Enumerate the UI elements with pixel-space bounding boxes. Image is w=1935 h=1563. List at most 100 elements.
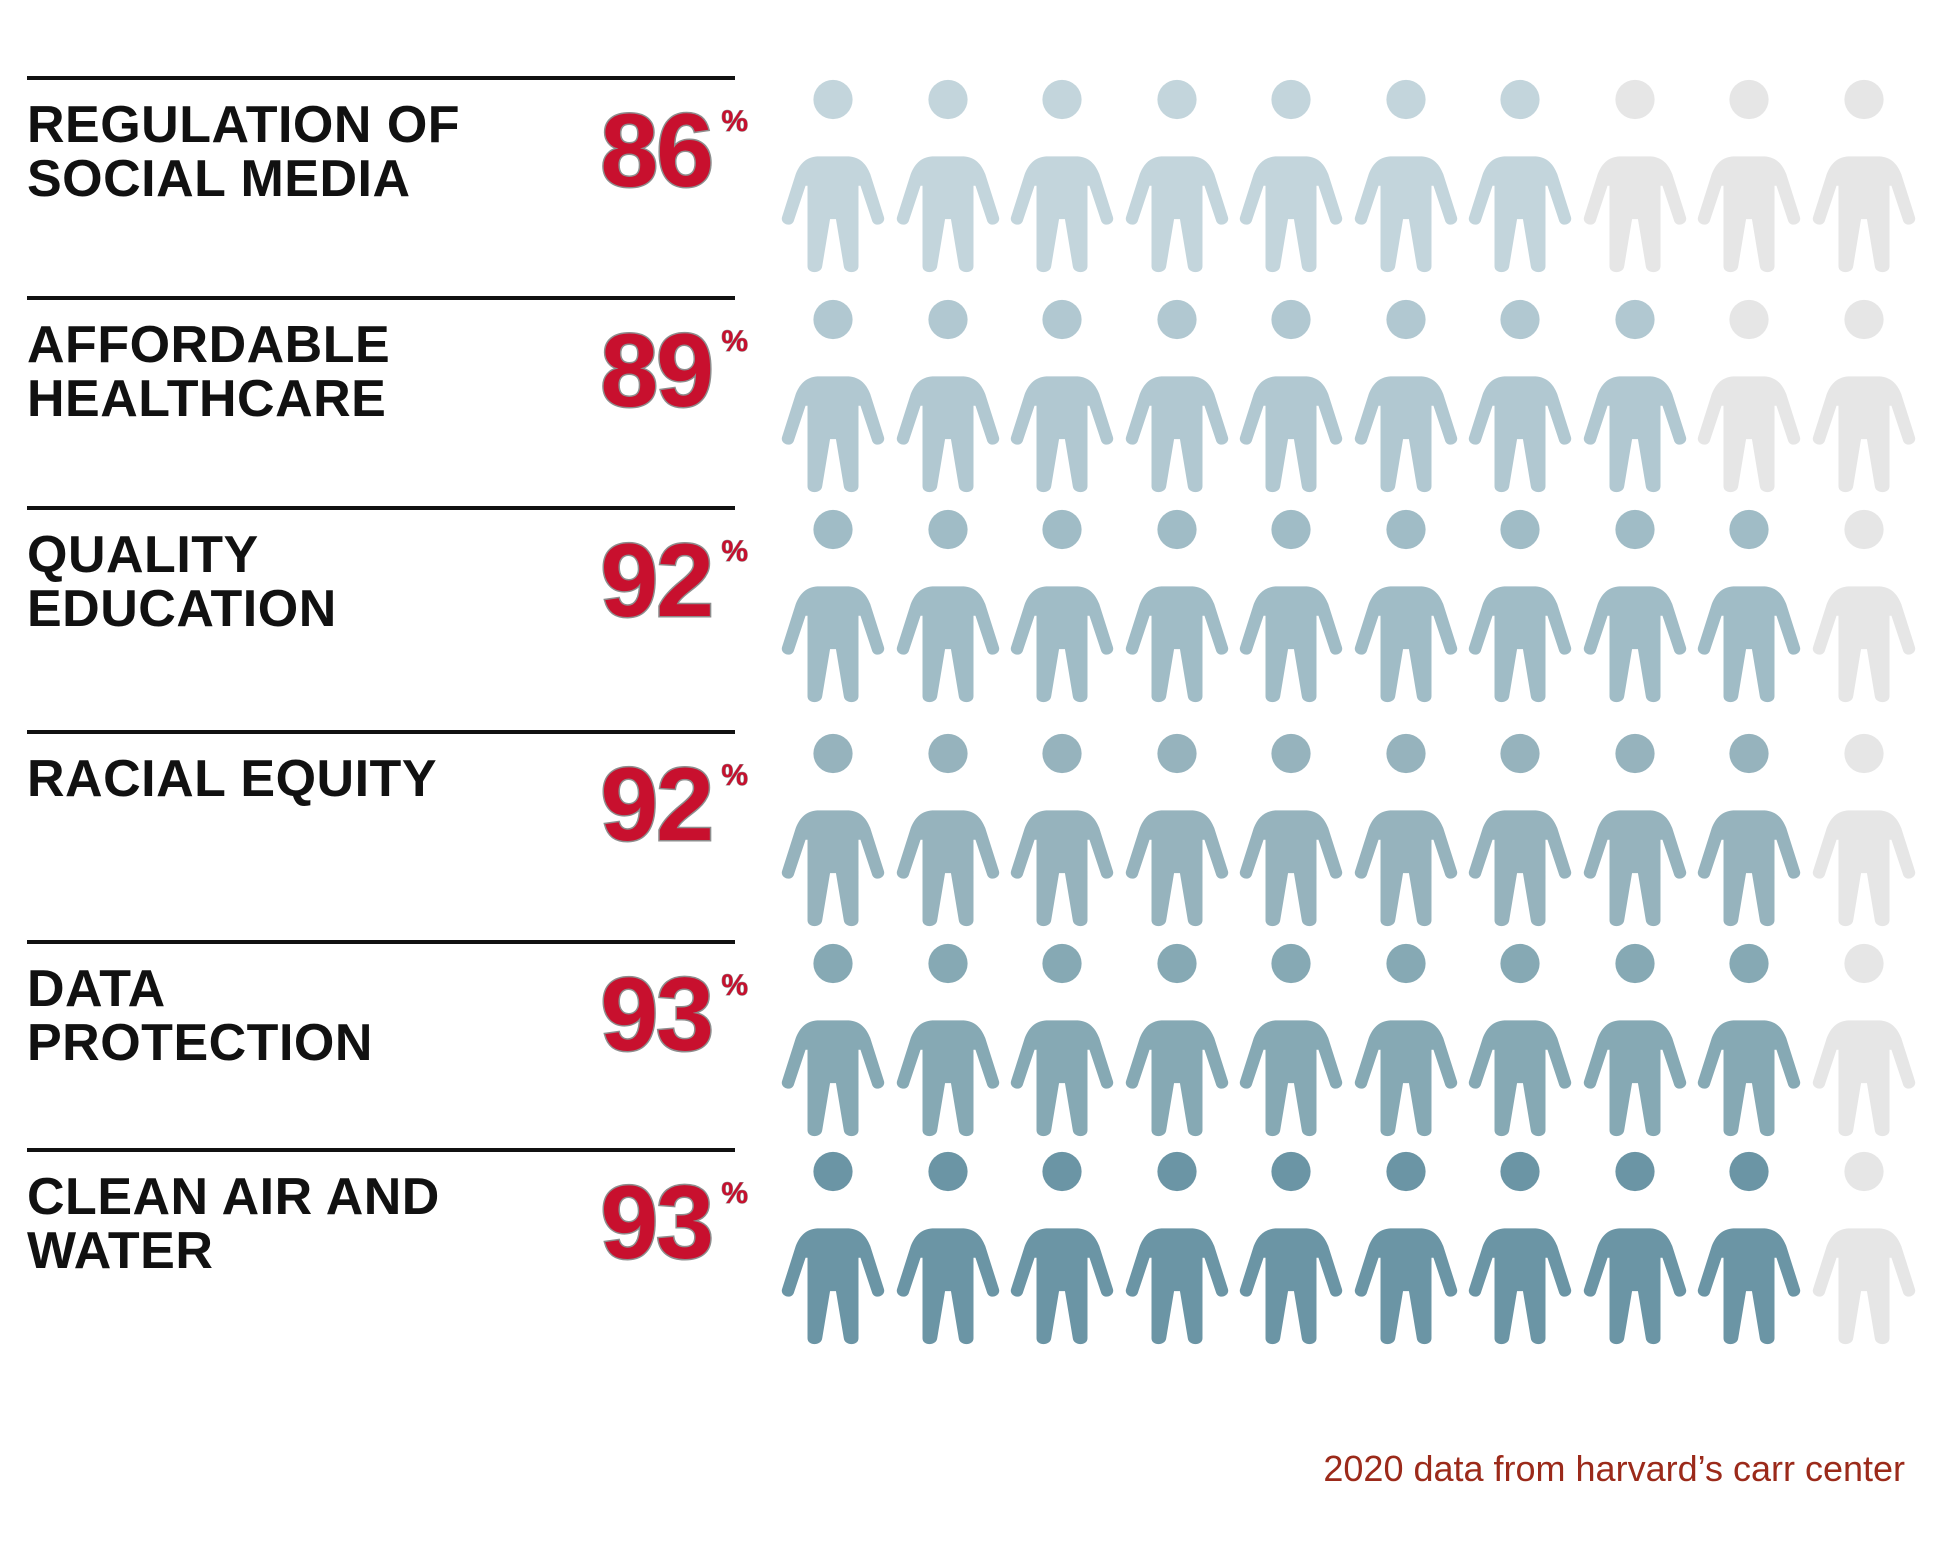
category-row: REGULATION OF SOCIAL MEDIA 86% — [0, 76, 1935, 276]
person-head — [1843, 79, 1884, 120]
person-body — [1354, 810, 1457, 927]
person-head — [1843, 943, 1884, 984]
category-label: REGULATION OF SOCIAL MEDIA — [27, 98, 547, 206]
person-body — [1239, 586, 1343, 703]
row-divider — [27, 506, 735, 510]
person-body — [1010, 810, 1114, 927]
person-head — [1271, 733, 1311, 774]
category-label: CLEAN AIR AND WATER — [27, 1170, 547, 1278]
person-body — [1583, 376, 1686, 493]
person-body — [1239, 810, 1343, 927]
person-icon-filled — [896, 943, 999, 1137]
person-head — [1271, 943, 1311, 984]
person-icon-filled — [1697, 1151, 1801, 1345]
person-body — [1697, 586, 1801, 703]
person-icon-filled — [1125, 509, 1228, 703]
person-head — [1042, 79, 1082, 120]
person-head — [1042, 1151, 1082, 1192]
person-icon-filled — [1354, 943, 1457, 1137]
person-head — [1729, 299, 1769, 340]
person-body — [1583, 1020, 1686, 1137]
category-row: QUALITY EDUCATION 92% — [0, 506, 1935, 706]
person-head — [927, 509, 968, 550]
person-body — [1010, 376, 1114, 493]
person-head — [1042, 733, 1082, 774]
person-icon-filled — [1010, 509, 1114, 703]
person-head — [1042, 509, 1082, 550]
category-label: RACIAL EQUITY — [27, 752, 547, 806]
person-head — [1156, 299, 1197, 340]
person-icon-filled — [1468, 299, 1572, 493]
person-head — [1843, 733, 1884, 774]
person-body — [1468, 156, 1572, 273]
person-body — [1697, 810, 1801, 927]
person-body — [1239, 156, 1343, 273]
person-head — [1500, 943, 1540, 984]
person-body — [1583, 586, 1686, 703]
person-icon-row — [778, 940, 1928, 1140]
person-body — [1468, 586, 1572, 703]
person-head — [813, 79, 853, 120]
person-icon-filled — [1468, 733, 1572, 927]
person-icon-filled — [1010, 299, 1114, 493]
person-icon-filled — [781, 943, 885, 1137]
person-body — [1125, 810, 1228, 927]
person-body — [1697, 376, 1801, 493]
category-label-line: HEALTHCARE — [27, 370, 387, 428]
person-head — [1156, 1151, 1197, 1192]
category-label-line: DATA — [27, 960, 166, 1018]
person-head — [1042, 943, 1082, 984]
person-body — [781, 1228, 885, 1345]
person-icon-filled — [1125, 943, 1228, 1137]
person-head — [813, 943, 853, 984]
person-head — [1614, 943, 1655, 984]
person-head — [813, 1151, 853, 1192]
percentage-number: 86 — [599, 93, 716, 209]
person-body — [781, 1020, 885, 1137]
percent-symbol: % — [721, 325, 749, 358]
person-body — [1583, 156, 1686, 273]
person-head — [927, 79, 968, 120]
person-icon-filled — [781, 1151, 885, 1345]
person-icon-filled — [1125, 1151, 1228, 1345]
person-body — [781, 586, 885, 703]
person-body — [896, 1020, 999, 1137]
person-head — [1385, 79, 1426, 120]
person-icon-empty — [1812, 943, 1915, 1137]
percentage-number: 93 — [599, 1165, 716, 1281]
person-body — [896, 586, 999, 703]
person-body — [1697, 1228, 1801, 1345]
person-body — [1010, 1228, 1114, 1345]
person-body — [896, 810, 999, 927]
person-body — [1812, 1228, 1915, 1345]
person-head — [1500, 509, 1540, 550]
person-body — [1354, 376, 1457, 493]
person-body — [1697, 156, 1801, 273]
person-icon-row — [778, 506, 1928, 706]
person-icon-filled — [1239, 943, 1343, 1137]
person-icon-filled — [896, 1151, 999, 1345]
person-icon-row — [778, 296, 1928, 496]
person-body — [1812, 376, 1915, 493]
percent-symbol: % — [721, 759, 749, 792]
category-label-line: SOCIAL MEDIA — [27, 150, 411, 208]
person-head — [1614, 1151, 1655, 1192]
person-head — [813, 299, 853, 340]
person-head — [1729, 733, 1769, 774]
person-icon-filled — [1354, 79, 1457, 273]
percentage-value: 92% — [560, 749, 760, 862]
person-icon-filled — [1583, 1151, 1686, 1345]
person-icon-filled — [1583, 733, 1686, 927]
person-icon-filled — [1010, 943, 1114, 1137]
person-icon-filled — [1468, 509, 1572, 703]
person-body — [1468, 1228, 1572, 1345]
category-label-line: EDUCATION — [27, 580, 337, 638]
category-label-line: CLEAN AIR AND — [27, 1168, 440, 1226]
source-note: 2020 data from harvard’s carr center — [1323, 1448, 1905, 1489]
person-head — [1500, 79, 1540, 120]
person-icon-empty — [1697, 299, 1801, 493]
percent-symbol: % — [721, 969, 749, 1002]
percentage-value: 86% — [560, 93, 760, 209]
person-icon-filled — [1125, 79, 1228, 273]
person-head — [1042, 299, 1082, 340]
